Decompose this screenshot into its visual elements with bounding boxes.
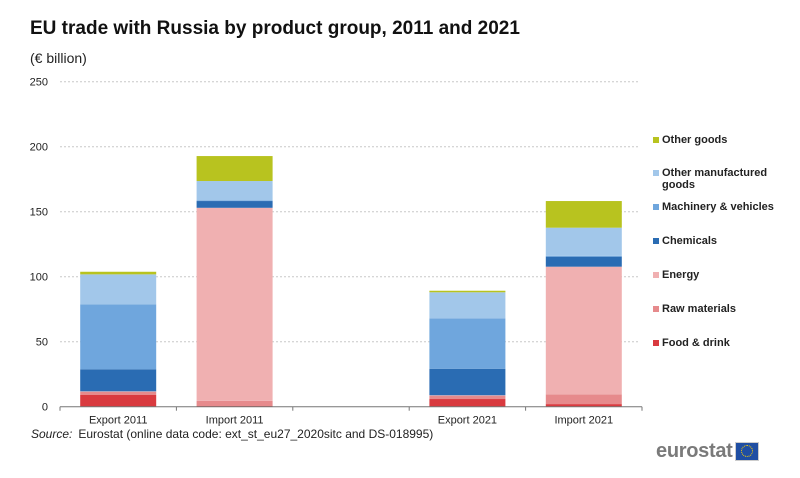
bar-segment xyxy=(545,227,622,256)
x-tick-label: Import 2011 xyxy=(206,415,264,427)
legend-item: Other manufactured goods xyxy=(653,167,793,191)
bar-segment xyxy=(429,318,506,369)
legend-item: Energy xyxy=(653,269,793,281)
bar-segment xyxy=(80,369,157,392)
legend-label: Energy xyxy=(662,269,700,281)
bar-segment xyxy=(429,290,506,293)
bar-segment xyxy=(196,181,273,201)
bar-segment xyxy=(80,274,157,305)
bar-segment xyxy=(196,400,273,407)
bar-segment xyxy=(545,256,622,267)
unit-label: (€ billion) xyxy=(30,50,87,66)
bar-segment xyxy=(545,394,622,405)
legend-swatch xyxy=(653,238,659,244)
y-tick-label: 200 xyxy=(30,142,48,154)
bar-segment xyxy=(429,368,506,396)
source-label: Source: xyxy=(31,427,73,441)
legend-swatch xyxy=(653,204,659,210)
legend-swatch xyxy=(653,340,659,346)
bar-segment xyxy=(196,201,273,208)
bar-segment xyxy=(545,266,622,395)
eurostat-logo: eurostat xyxy=(656,440,759,463)
bar-segment xyxy=(80,271,157,275)
legend-item: Food & drink xyxy=(653,337,793,349)
y-tick-label: 100 xyxy=(30,272,48,284)
logo-text: eurostat xyxy=(656,440,733,462)
x-tick-label: Import 2021 xyxy=(554,415,613,427)
legend-swatch xyxy=(653,170,659,176)
legend-swatch xyxy=(653,137,659,143)
bar-segment xyxy=(196,207,273,401)
bar-segment xyxy=(545,201,622,228)
legend-label: Raw materials xyxy=(662,303,736,315)
legend-item: Chemicals xyxy=(653,235,793,247)
legend-item: Machinery & vehicles xyxy=(653,201,793,213)
y-tick-label: 150 xyxy=(30,207,48,219)
bar-segment xyxy=(545,255,622,257)
bar-segment xyxy=(80,391,157,395)
y-tick-label: 250 xyxy=(30,77,48,89)
bar-segment xyxy=(429,395,506,400)
bar-segment xyxy=(80,395,157,407)
legend-label: Food & drink xyxy=(662,337,730,349)
legend-swatch xyxy=(653,306,659,312)
x-tick-label: Export 2011 xyxy=(89,415,148,427)
legend-swatch xyxy=(653,272,659,278)
chart-title: EU trade with Russia by product group, 2… xyxy=(30,18,520,39)
legend-label: Other manufactured goods xyxy=(662,167,768,191)
bar-segment xyxy=(196,200,273,202)
x-tick-label: Export 2021 xyxy=(438,415,497,427)
bar-segment xyxy=(429,292,506,319)
source-text: Eurostat (online data code: ext_st_eu27_… xyxy=(78,427,434,441)
legend-label: Machinery & vehicles xyxy=(662,201,774,213)
y-tick-label: 0 xyxy=(42,402,48,414)
eu-flag-icon xyxy=(734,442,759,461)
legend-item: Other goods xyxy=(653,134,793,146)
source-note: Source: Eurostat (online data code: ext_s… xyxy=(31,427,433,441)
legend-item: Raw materials xyxy=(653,303,793,315)
bar-segment xyxy=(429,399,506,407)
y-tick-label: 50 xyxy=(36,337,48,349)
bar-segment xyxy=(80,304,157,370)
bar-segment xyxy=(196,156,273,182)
legend-label: Other goods xyxy=(662,134,728,146)
legend-label: Chemicals xyxy=(662,235,718,247)
bar-segment xyxy=(545,404,622,407)
